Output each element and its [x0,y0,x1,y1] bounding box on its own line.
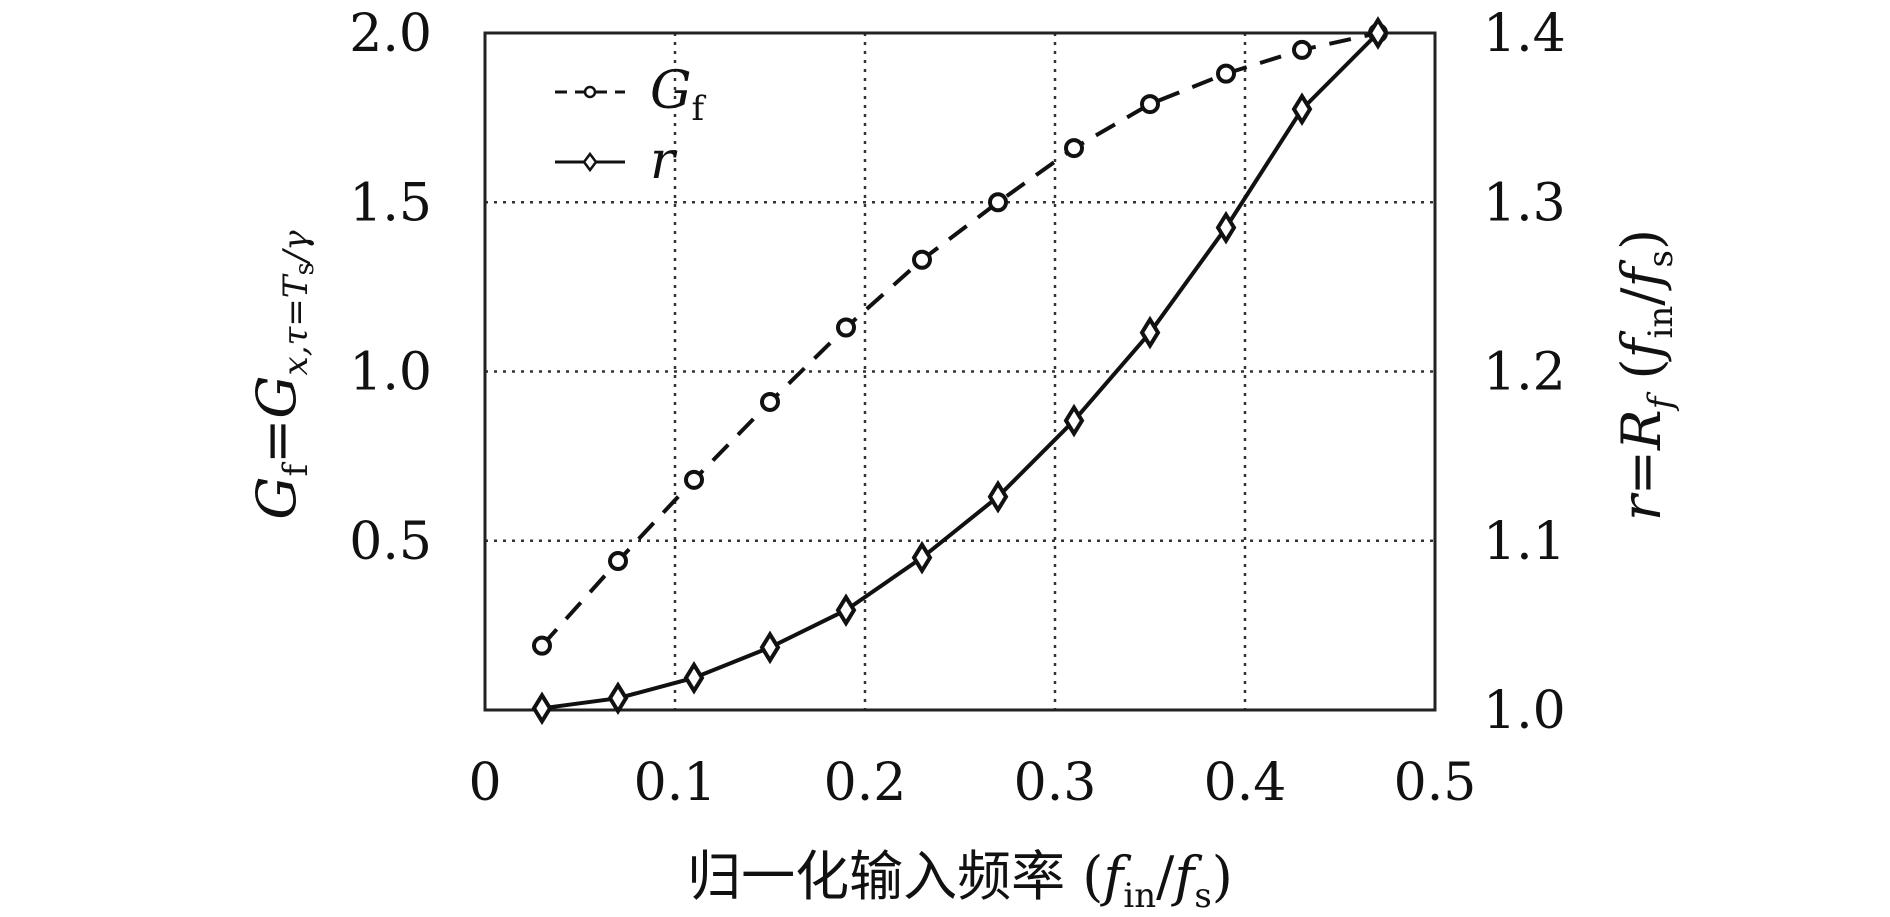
y-right-tick-label: 1.2 [1483,343,1566,403]
y-right-tick-label: 1.3 [1483,173,1566,233]
x-tick-label: 0.4 [1204,753,1287,813]
series-layer [531,16,1389,726]
series-line-r [541,31,1380,711]
data-point-gf [1064,138,1084,159]
data-point-r [987,479,1009,514]
data-point-r [1367,16,1389,50]
y-right-tick-label: 1.4 [1483,4,1566,64]
data-point-gf [532,635,552,656]
x-axis-title: 归一化输入频率 (fin/fs) [687,845,1233,916]
x-tick-label: 0.5 [1394,753,1477,813]
y-axis-right-title: r=Rf (fin/fs) [1610,229,1681,521]
y-axis-left-title: Gf=Gx,τ=Ts/γ [245,230,320,520]
x-tick-label: 0.1 [634,753,717,813]
data-point-gf [1140,94,1160,115]
data-point-r [607,681,629,715]
legend-label-gf: Gf [650,61,707,129]
y-left-tick-label: 1.5 [349,173,432,233]
data-point-r [1139,315,1161,350]
x-tick-label: 0.3 [1014,753,1097,813]
data-point-r [1063,403,1085,438]
legend-marker-r [582,151,598,173]
data-point-gf [1292,39,1312,60]
grid-lines [485,33,1435,710]
data-point-r [531,691,553,726]
y-left-tick-label: 0.5 [349,512,432,572]
data-point-r [1291,92,1313,126]
legend: Gf r [555,61,707,191]
data-point-gf [1216,63,1236,84]
y-left-tick-label: 2.0 [349,4,432,64]
series-line-g-f [540,31,1379,648]
plot-frame [483,31,1437,712]
legend-marker-gf [583,85,597,99]
data-point-r [683,661,705,695]
tick-labels: 0 0.1 0.2 0.3 0.4 0.50.51.01.52.01.01.11.21.3… [349,4,1565,813]
data-point-gf [760,391,780,412]
y-right-tick-label: 1.1 [1483,512,1566,572]
data-point-gf [684,469,704,490]
data-point-gf [912,249,932,270]
y-left-tick-label: 1.0 [349,343,432,403]
data-point-r [835,593,857,627]
y-right-tick-label: 1.0 [1483,681,1566,741]
data-point-gf [608,551,628,572]
x-tick-label: 0 [468,753,501,813]
data-point-gf [836,317,856,338]
data-point-gf [988,192,1008,213]
legend-label-r: r [650,131,678,191]
x-tick-label: 0.2 [824,753,907,813]
data-point-r [1215,210,1237,245]
data-point-r [759,630,781,665]
data-point-r [911,540,933,575]
